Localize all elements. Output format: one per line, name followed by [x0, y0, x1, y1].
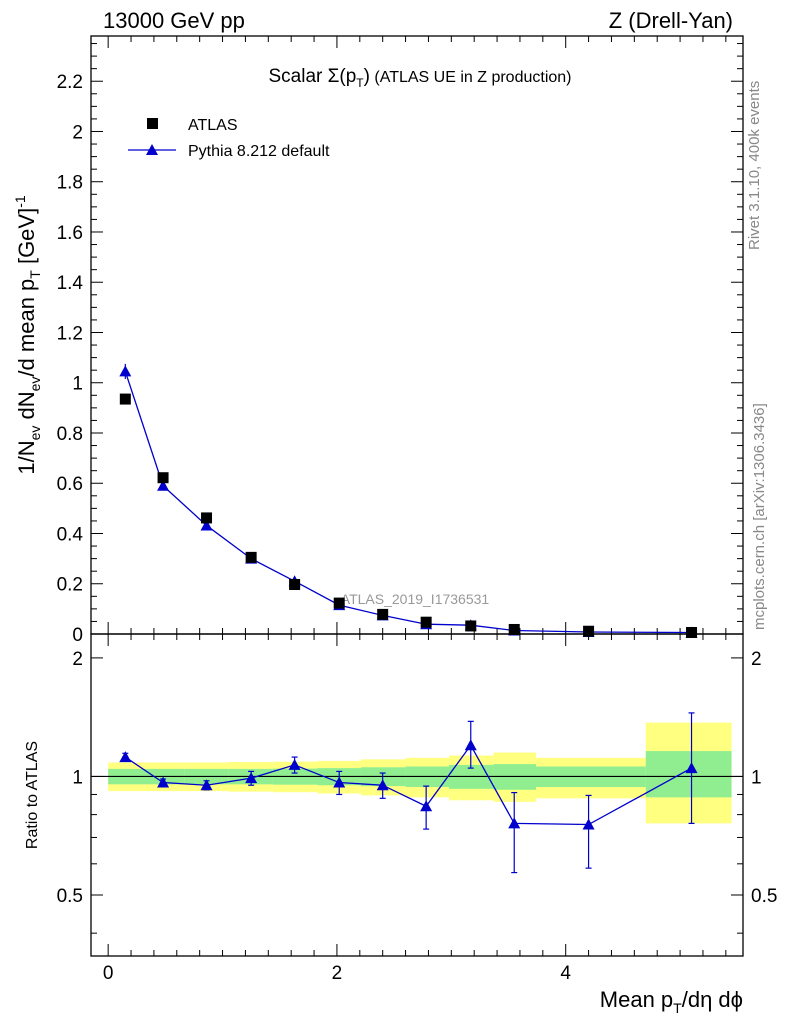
- main-ytick-label: 0.4: [57, 524, 84, 545]
- mcplots-label: mcplots.cern.ch [arXiv:1306.3436]: [751, 403, 768, 630]
- atlas-point: [686, 626, 698, 638]
- ratio-green-band: [645, 751, 732, 798]
- atlas-point: [201, 512, 213, 524]
- ratio-xtick-label: 4: [560, 963, 571, 984]
- legend: ATLAS Pythia 8.212 default: [128, 117, 330, 160]
- main-ytick-label: 1.8: [57, 173, 83, 194]
- main-ytick-label: 0: [72, 625, 83, 646]
- atlas-point: [289, 579, 301, 591]
- pythia-line: [124, 371, 692, 634]
- atlas-point: [333, 597, 345, 609]
- ratio-xtick-label: 2: [332, 963, 343, 984]
- atlas-point: [377, 608, 389, 620]
- legend-pythia-marker: [146, 144, 158, 155]
- ratio-xlabel: Mean pT/dη dϕ: [600, 987, 743, 1016]
- main-title: Scalar Σ(pT) (ATLAS UE in Z production): [268, 66, 571, 90]
- ratio-point: [685, 762, 698, 774]
- ratio-frame: [90, 633, 744, 957]
- atlas-point: [420, 616, 432, 628]
- main-panel: 0 0.2 0.4 0.6 0.8 1 1.2 1.4 1.6 1.8 2 2.2 Scalar Σ(…: [12, 35, 744, 646]
- atlas-point: [119, 393, 131, 405]
- ratio-point: [200, 779, 213, 791]
- main-ticks: 0 0.2 0.4 0.6 0.8 1 1.2 1.4 1.6 1.8 2 2.2: [57, 36, 743, 646]
- main-ylabel: 1/Nev dNev/d mean pT [GeV]-1: [12, 195, 43, 475]
- atlas-point: [583, 625, 595, 637]
- rivet-label: Rivet 3.1.10, 400k events: [746, 81, 763, 250]
- ratio-ticks: 0.5 0.5 1 1 2 2 0 2 4: [57, 634, 777, 984]
- legend-atlas-marker: [147, 118, 158, 129]
- ratio-line: [124, 744, 692, 826]
- ratio-ylabel: Ratio to ATLAS: [24, 741, 41, 849]
- main-ytick-label: 0.2: [57, 575, 83, 596]
- ratio-ytick-label-right: 0.5: [751, 886, 777, 907]
- ratio-point: [288, 758, 301, 770]
- ratio-point: [333, 776, 346, 788]
- main-ytick-label: 0.8: [57, 424, 83, 445]
- atlas-point: [245, 551, 257, 563]
- main-ytick-label: 2: [72, 122, 83, 143]
- pythia-point: [200, 519, 213, 531]
- ratio-ytick-label-left: 2: [72, 649, 83, 670]
- legend-atlas-label: ATLAS: [188, 117, 238, 134]
- ratio-point: [119, 751, 132, 763]
- ratio-panel: 0.5 0.5 1 1 2 2 0 2 4 Ratio to ATLAS Mean pT/dη …: [24, 633, 777, 1016]
- pythia-point: [157, 479, 170, 491]
- watermark: ATLAS_2019_I1736531: [341, 591, 490, 607]
- main-ytick-label: 1.4: [57, 273, 84, 294]
- ratio-point: [464, 739, 477, 751]
- ratio-point: [157, 776, 170, 788]
- ratio-xtick-label: 0: [103, 963, 114, 984]
- ratio-point: [376, 779, 389, 791]
- ratio-bands: [91, 722, 743, 824]
- ratio-point: [245, 772, 258, 784]
- ratio-ytick-label-left: 1: [72, 767, 83, 788]
- main-ytick-label: 2.2: [57, 72, 83, 93]
- ratio-point: [420, 800, 433, 812]
- pythia-point: [119, 365, 132, 377]
- atlas-point: [508, 623, 520, 635]
- ratio-ytick-label-right: 1: [751, 767, 762, 788]
- ratio-marks: [119, 712, 698, 874]
- ratio-point: [582, 818, 595, 830]
- main-ytick-label: 0.6: [57, 474, 83, 495]
- main-ytick-label: 1.2: [57, 323, 83, 344]
- ratio-point: [508, 817, 521, 829]
- ratio-ytick-label-left: 0.5: [57, 886, 83, 907]
- main-ytick-label: 1.6: [57, 223, 83, 244]
- main-ytick-label: 1: [72, 374, 83, 395]
- atlas-point: [157, 472, 169, 484]
- legend-pythia-label: Pythia 8.212 default: [188, 143, 330, 160]
- header-left: 13000 GeV pp: [103, 8, 245, 33]
- ratio-ytick-label-right: 2: [751, 649, 762, 670]
- header-right: Z (Drell-Yan): [609, 8, 733, 33]
- atlas-point: [465, 620, 477, 632]
- main-marks: [119, 363, 698, 638]
